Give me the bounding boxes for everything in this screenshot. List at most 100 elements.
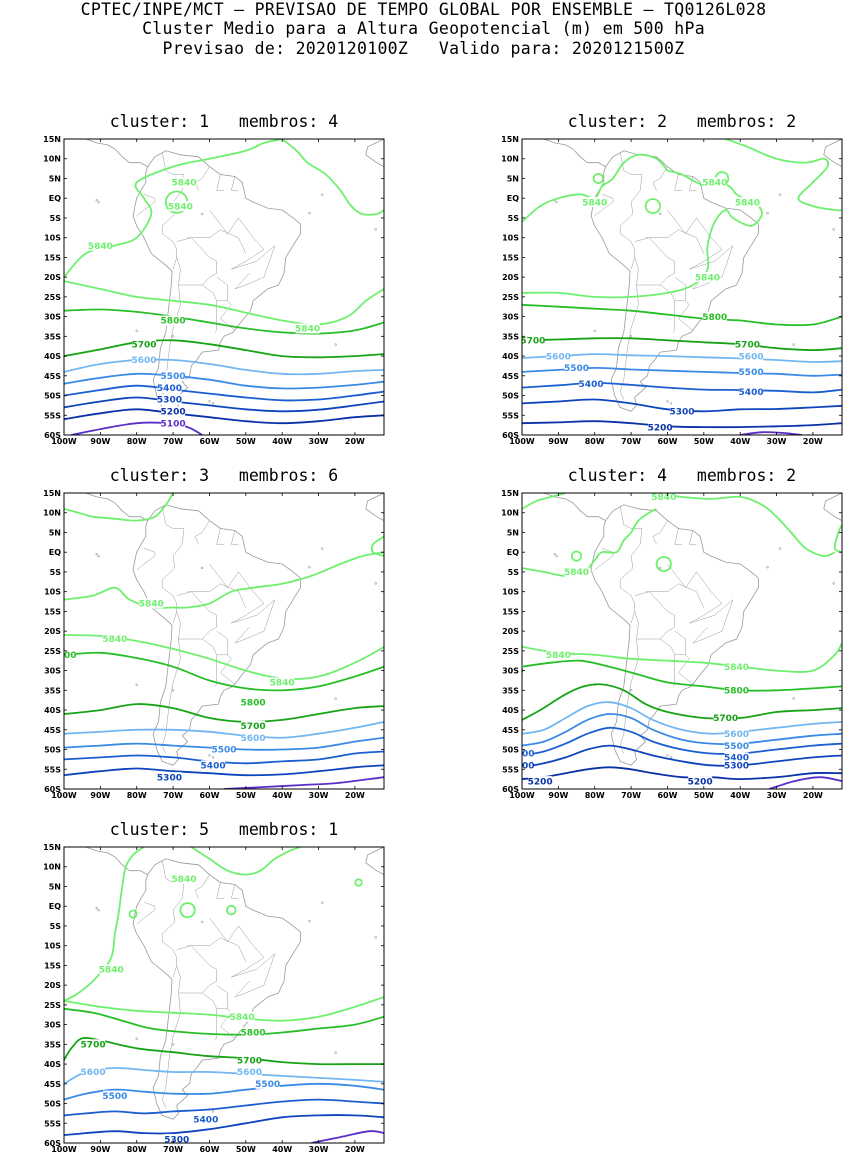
- contour-label-halo: [670, 406, 694, 417]
- contour-5300: [522, 744, 842, 769]
- country-border: [187, 583, 247, 608]
- contour-label-5840: 5840: [564, 568, 589, 578]
- contour-5840: [522, 493, 566, 510]
- island: [374, 936, 377, 939]
- lon-label: 90W: [548, 437, 568, 446]
- lon-label: 70W: [621, 437, 641, 446]
- contour-label-halo: [582, 197, 607, 208]
- contour-label-halo: [522, 748, 534, 759]
- lon-label: 70W: [621, 791, 641, 800]
- lat-label: 5N: [49, 174, 61, 183]
- contour-label-halo: [132, 339, 156, 350]
- contour-label-halo: [522, 335, 545, 346]
- map-panel-3: 5840 5840 5840 5800 5800 5700 5600 5500 5400 5300…: [43, 489, 385, 800]
- contour-label-5400: 5400: [157, 384, 182, 394]
- lat-label: 35S: [44, 1040, 61, 1049]
- lon-label: 50W: [694, 437, 714, 446]
- contour-label-halo: [564, 566, 589, 577]
- contour-5400: [64, 384, 384, 402]
- map-frame: [521, 138, 843, 436]
- lat-label: EQ: [49, 548, 61, 557]
- island: [832, 582, 835, 585]
- lat-label: 15N: [43, 843, 61, 852]
- lat-label: 5S: [508, 214, 520, 223]
- lon-label: 80W: [127, 437, 147, 446]
- panel-5-title: cluster: 5 membros: 1: [109, 820, 339, 839]
- contour-label-halo: [161, 418, 186, 429]
- contour-label-halo: [295, 323, 320, 334]
- contour-label-halo: [546, 649, 571, 660]
- contour-label-5200: 5200: [161, 408, 186, 418]
- island: [97, 200, 100, 204]
- contour-5840: [522, 507, 657, 577]
- lat-label: 60S: [44, 785, 61, 794]
- island: [208, 400, 211, 403]
- lat-label: 55S: [44, 411, 61, 420]
- island: [629, 689, 633, 692]
- country-border: [652, 520, 668, 545]
- country-border: [678, 300, 694, 331]
- lat-label: 5N: [507, 528, 519, 537]
- island: [308, 565, 311, 569]
- contour-label-halo: [724, 740, 749, 751]
- lat-label: EQ: [507, 548, 519, 557]
- lon-label: 20W: [803, 791, 823, 800]
- lon-label: 60W: [657, 791, 677, 800]
- lon-label: 60W: [199, 791, 219, 800]
- country-border: [619, 284, 639, 400]
- contour-5100: [311, 1130, 384, 1143]
- country-border: [688, 530, 697, 545]
- island: [334, 343, 337, 346]
- contour-label-5500: 5500: [255, 1080, 280, 1090]
- lat-label: 10S: [44, 942, 61, 951]
- contour-5840: [164, 190, 189, 214]
- contour-5300: [64, 1114, 384, 1136]
- country-border: [216, 528, 224, 545]
- lat-label: 15N: [43, 135, 61, 144]
- contour-label-halo: [564, 362, 589, 373]
- country-border: [645, 583, 705, 608]
- lat-label: 60S: [502, 785, 519, 794]
- contour-label-5840: 5840: [270, 679, 295, 689]
- island: [135, 1037, 138, 1041]
- contour-label-5400: 5400: [509, 750, 534, 760]
- contour-label-halo: [102, 634, 127, 645]
- island: [211, 402, 215, 405]
- contour-5840: [522, 153, 669, 223]
- contour-label-5840: 5840: [168, 202, 193, 212]
- country-border: [209, 209, 276, 290]
- contour-label-5840: 5840: [88, 242, 113, 252]
- lon-label: 50W: [236, 1145, 256, 1154]
- map-frame: [63, 138, 385, 436]
- country-border: [673, 300, 675, 333]
- lon-label: 40W: [730, 791, 750, 800]
- contour-label-halo: [648, 422, 673, 433]
- contour-label-5400: 5400: [579, 380, 604, 390]
- lon-label: 70W: [163, 1145, 183, 1154]
- contour-label-halo: [522, 760, 534, 771]
- contour-label-5840: 5840: [702, 179, 727, 189]
- island: [555, 200, 558, 204]
- contour-label-5500: 5500: [161, 372, 186, 382]
- contour-5840: [179, 902, 196, 919]
- lat-label: 35S: [502, 686, 519, 695]
- lat-label: 40S: [502, 352, 519, 361]
- contour-label-halo: [651, 493, 676, 502]
- contour-5700: [522, 337, 842, 351]
- contour-label-5600: 5600: [241, 734, 266, 744]
- country-border: [667, 209, 734, 290]
- lon-label: 30W: [767, 791, 787, 800]
- lat-label: EQ: [507, 194, 519, 203]
- lon-label: 40W: [272, 437, 292, 446]
- island: [555, 554, 558, 558]
- island: [211, 1110, 215, 1113]
- contour-5800: [64, 308, 384, 335]
- contour-5840: [190, 847, 301, 876]
- header-line-2: Cluster Medio para a Altura Geopotencial…: [142, 19, 705, 38]
- contour-label-halo: [724, 752, 749, 763]
- contour-5840: [522, 642, 842, 673]
- panel-1-title: cluster: 1 membros: 4: [109, 112, 339, 131]
- island: [95, 198, 98, 202]
- contour-label-halo: [735, 197, 760, 208]
